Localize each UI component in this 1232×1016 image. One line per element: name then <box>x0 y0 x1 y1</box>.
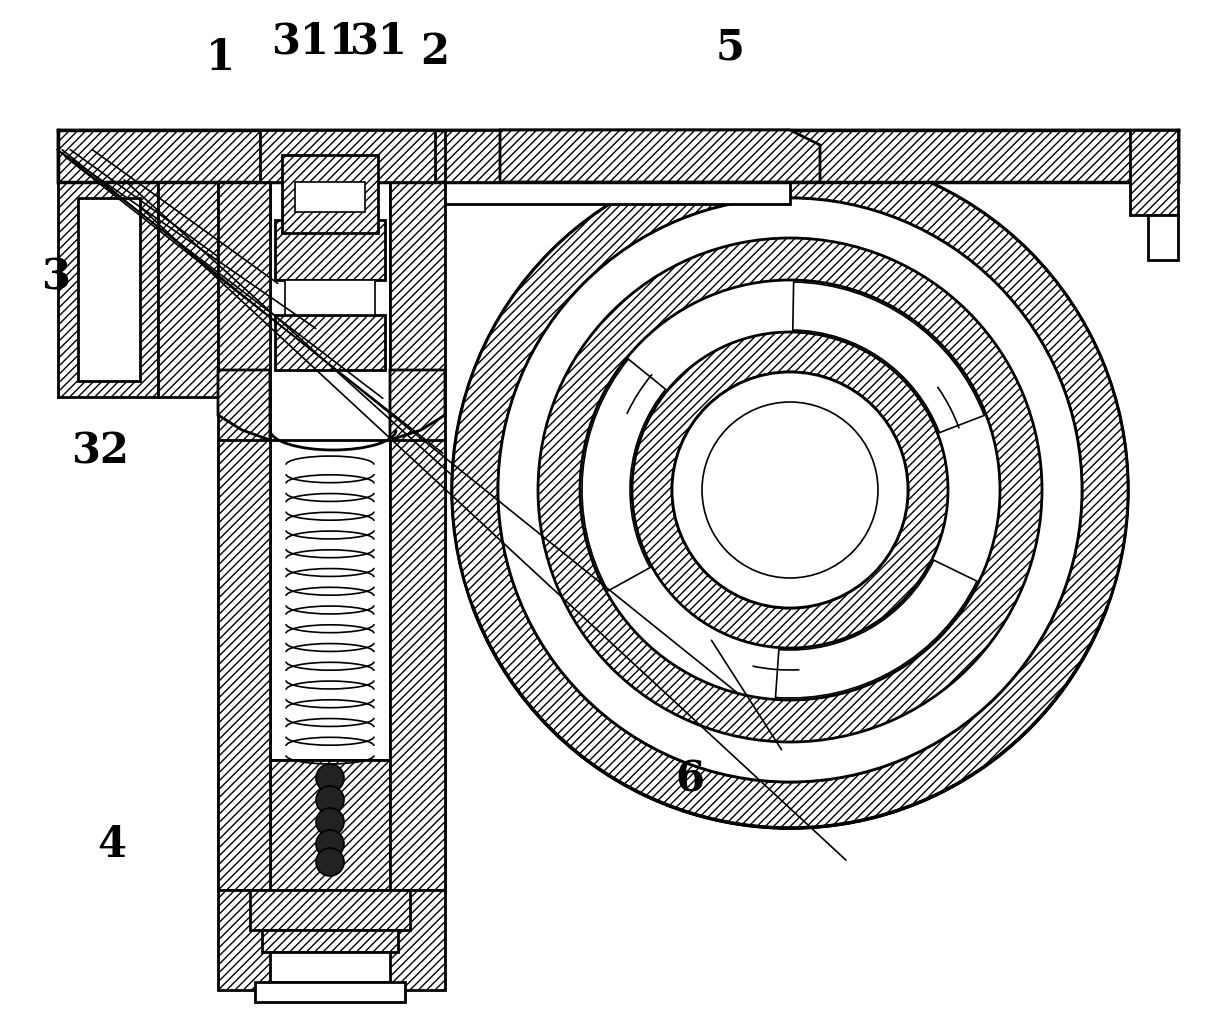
Text: 311: 311 <box>271 21 359 63</box>
Wedge shape <box>632 332 947 648</box>
Bar <box>58 130 1178 182</box>
Circle shape <box>452 152 1129 828</box>
Polygon shape <box>500 130 821 182</box>
Text: 4: 4 <box>97 824 127 866</box>
Circle shape <box>315 786 344 814</box>
Bar <box>275 315 384 370</box>
Bar <box>255 982 405 1002</box>
Bar <box>270 760 391 890</box>
Bar <box>294 182 365 212</box>
Bar <box>78 198 140 381</box>
Bar <box>270 440 391 890</box>
Wedge shape <box>582 359 665 591</box>
Circle shape <box>702 402 878 578</box>
Bar <box>1130 130 1178 215</box>
Bar <box>262 930 398 952</box>
Bar <box>282 155 378 233</box>
Text: 2: 2 <box>420 31 450 73</box>
Bar <box>391 440 445 890</box>
Bar <box>218 890 445 990</box>
Circle shape <box>671 372 908 608</box>
Bar <box>1148 215 1178 260</box>
Bar <box>250 890 410 930</box>
Circle shape <box>315 764 344 792</box>
Polygon shape <box>270 630 445 892</box>
Text: 5: 5 <box>716 27 744 69</box>
Text: 3: 3 <box>41 257 69 299</box>
Bar <box>158 182 218 397</box>
Bar <box>218 182 270 892</box>
Bar <box>260 130 435 182</box>
Bar <box>270 182 391 892</box>
Circle shape <box>315 830 344 858</box>
Text: 32: 32 <box>71 431 129 473</box>
Wedge shape <box>793 282 984 433</box>
Wedge shape <box>775 560 977 698</box>
Bar <box>275 220 384 280</box>
Bar <box>218 440 270 890</box>
Circle shape <box>315 848 344 876</box>
Text: 6: 6 <box>675 759 705 801</box>
Bar <box>285 280 375 315</box>
Wedge shape <box>452 152 1129 828</box>
Polygon shape <box>218 370 270 440</box>
Circle shape <box>498 198 1082 782</box>
Circle shape <box>315 808 344 836</box>
Bar <box>445 182 790 204</box>
Polygon shape <box>391 370 445 440</box>
Bar <box>270 952 391 982</box>
Bar <box>391 182 445 892</box>
Text: 31: 31 <box>349 21 407 63</box>
Bar <box>58 182 158 397</box>
Wedge shape <box>538 238 1042 742</box>
Bar <box>445 130 790 182</box>
Text: 1: 1 <box>206 37 234 79</box>
